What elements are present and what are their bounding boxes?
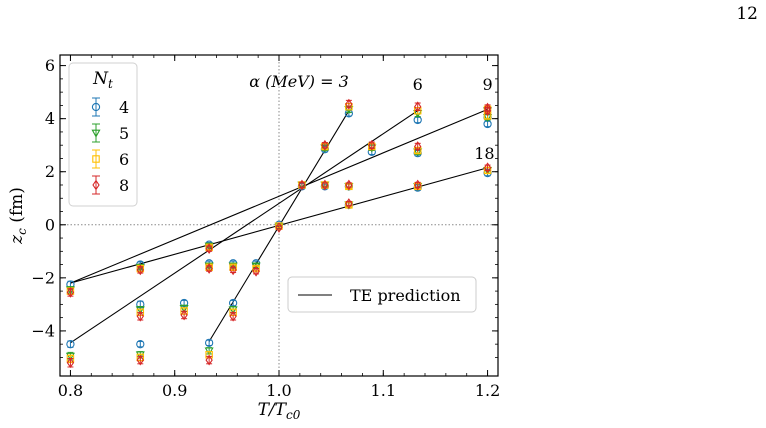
legend-label: 6: [119, 150, 129, 169]
legend-label: 5: [119, 124, 129, 143]
alpha-label-18: 18: [474, 144, 494, 163]
x-tick-label: 0.8: [58, 381, 83, 400]
data-point: [135, 306, 145, 315]
y-tick-label: −4: [31, 321, 55, 340]
legend-title: Nt: [92, 69, 113, 91]
error-bar: [414, 116, 421, 124]
data-point: [205, 354, 213, 366]
alpha-label-6: 6: [413, 75, 423, 94]
data-point: [345, 98, 353, 110]
data-point: [65, 352, 75, 361]
error-bar: [230, 266, 237, 274]
nt-legend: Nt 4 5 6 8: [68, 62, 138, 207]
data-point: [135, 351, 145, 360]
error-bar: [206, 245, 213, 252]
error-bar: [253, 268, 260, 275]
axis-labels: T/Tc0 zc (fm): [7, 187, 301, 422]
data-point: [345, 198, 353, 209]
data-point: [275, 222, 283, 233]
error-bar: [137, 341, 144, 348]
x-tick-label: 0.9: [162, 381, 187, 400]
data-point: [179, 305, 189, 314]
legend-marker: [92, 155, 100, 163]
alpha-label-header: α (MeV) = 3: [249, 72, 349, 91]
data-point: [204, 338, 214, 347]
legend-label: 4: [119, 98, 129, 117]
error-bar: [484, 164, 491, 171]
y-tick-label: 6: [45, 56, 55, 75]
data-point: [229, 264, 237, 276]
legend-entry-nt-4: 4: [91, 97, 129, 117]
error-bar: [206, 265, 213, 272]
data-point: [66, 287, 75, 298]
data-point: [66, 340, 75, 349]
data-point: [321, 139, 329, 151]
data-point: [414, 141, 422, 152]
data-point: [414, 101, 422, 113]
x-axis-label: T/Tc0: [258, 400, 301, 422]
data-point: [345, 179, 353, 191]
y-axis-label: zc (fm): [7, 187, 29, 245]
te-line-alpha-6: [70, 110, 419, 344]
y-tick-label: −2: [31, 268, 55, 287]
legend-marker: [92, 179, 100, 191]
error-bar: [368, 141, 375, 149]
error-bar: [321, 142, 328, 149]
data-point: [205, 263, 213, 274]
error-bar: [298, 181, 305, 189]
error-bar: [230, 312, 237, 321]
data-point: [483, 102, 492, 114]
data-point: [136, 264, 144, 276]
legend-entry-nt-8: 8: [92, 175, 129, 195]
legend-label: 8: [119, 176, 129, 195]
data-point: [228, 262, 238, 271]
error-bar: [414, 142, 421, 151]
legend-box: [68, 62, 138, 207]
te-legend: TE prediction: [287, 276, 477, 313]
error-bar: [181, 310, 188, 320]
legend-marker: [91, 102, 101, 112]
data-point: [229, 310, 237, 322]
error-bar: [137, 312, 144, 321]
data-point: [414, 179, 422, 191]
x-tick-label: 1.1: [371, 381, 396, 400]
data-point: [483, 162, 492, 174]
alpha-annotations: α (MeV) = 3 6 9 18: [249, 72, 494, 163]
data-point: [180, 309, 188, 321]
y-tick-label: 2: [45, 162, 55, 181]
legend-entry-nt-5: 5: [91, 123, 129, 143]
data-point: [368, 139, 376, 151]
y-tick-label: 0: [45, 215, 55, 234]
error-bar: [414, 181, 421, 189]
series-nt-8: [66, 98, 492, 369]
legend-marker: [91, 129, 101, 138]
data-point: [136, 310, 144, 322]
data-point: [66, 357, 75, 369]
te-line-alpha-9: [70, 108, 488, 284]
axis-ticks: 0.8 0.9 1.0 1.1 1.2 −4 −2 0 2 4 6: [31, 55, 500, 400]
x-tick-label: 1.0: [266, 381, 291, 400]
error-bar: [484, 120, 491, 128]
te-legend-box: [287, 276, 477, 313]
data-points: [65, 98, 493, 369]
error-bar: [137, 266, 144, 274]
error-bar: [206, 339, 213, 346]
data-point: [298, 179, 306, 191]
data-point: [252, 265, 260, 277]
data-point: [136, 354, 144, 366]
reference-lines: [60, 55, 498, 376]
data-point: [205, 243, 213, 255]
y-tick-label: 4: [45, 109, 55, 128]
legend-entry-nt-6: 6: [92, 149, 129, 169]
alpha-label-9: 9: [482, 75, 492, 94]
te-legend-label: TE prediction: [350, 286, 461, 305]
error-bar: [414, 102, 421, 111]
data-point: [136, 340, 145, 349]
x-tick-label: 1.2: [475, 381, 500, 400]
page-number: 12: [736, 4, 758, 24]
data-point: [321, 179, 329, 191]
error-bar: [484, 104, 491, 112]
data-point: [228, 306, 238, 315]
